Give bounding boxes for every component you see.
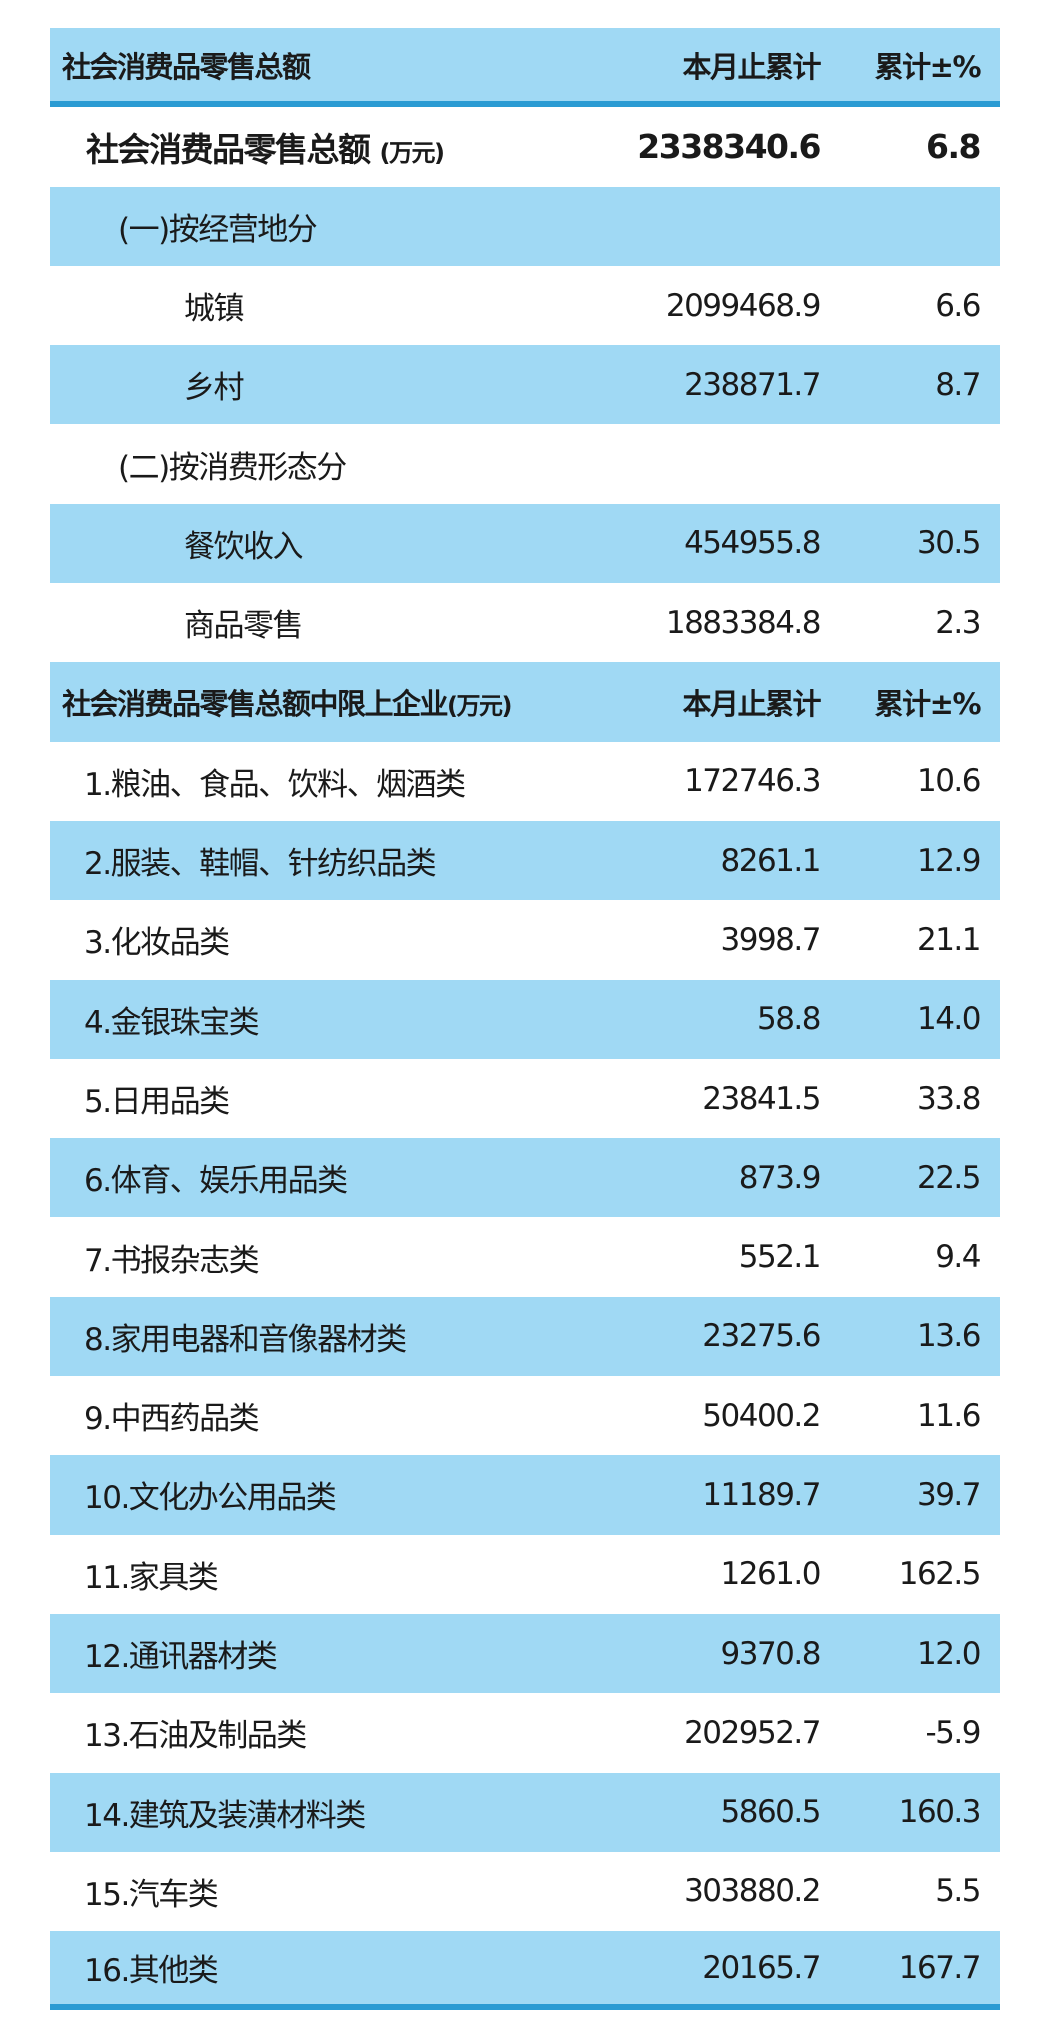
row-pct: 5.5 — [935, 1873, 981, 1910]
table-row: 6.体育、娱乐用品类 873.9 22.5 — [50, 1138, 1000, 1218]
row-value: 202952.7 — [684, 1714, 821, 1751]
total-label: 社会消费品零售总额 (万元) — [86, 129, 445, 169]
row-value: 23841.5 — [702, 1080, 821, 1117]
table-row: 11.家具类 1261.0 162.5 — [50, 1535, 1000, 1614]
section-label: (二)按消费形态分 — [118, 449, 347, 486]
row-label: 2.服装、鞋帽、针纺织品类 — [84, 846, 437, 883]
row-label: 5.日用品类 — [84, 1084, 230, 1120]
row-pct: 39.7 — [916, 1476, 982, 1513]
row-label: 商品零售 — [184, 608, 304, 645]
row-value: 1883384.8 — [665, 604, 822, 641]
table-row: 10.文化办公用品类 11189.7 39.7 — [50, 1455, 1000, 1535]
row-pct: 11.6 — [916, 1397, 982, 1434]
table-row: 1.粮油、食品、饮料、烟酒类 172746.3 10.6 — [50, 742, 1000, 821]
row-label: 1.粮油、食品、饮料、烟酒类 — [84, 766, 466, 803]
table-row: 2.服装、鞋帽、针纺织品类 8261.1 12.9 — [50, 820, 1000, 901]
total-row: 社会消费品零售总额 (万元) 2338340.6 6.8 — [50, 107, 1000, 186]
row-pct: 12.9 — [916, 842, 982, 879]
table-row: 15.汽车类 303880.2 5.5 — [50, 1852, 1000, 1931]
row-label: 11.家具类 — [84, 1559, 219, 1596]
header-col-cumulative: 本月止累计 — [682, 49, 821, 84]
row-label: 9.中西药品类 — [84, 1401, 260, 1438]
row-value: 20165.7 — [702, 1949, 821, 1986]
table-header: 社会消费品零售总额 本月止累计 累计±% — [50, 28, 1000, 108]
row-pct: 22.5 — [916, 1159, 982, 1196]
row-value: 9370.8 — [720, 1635, 822, 1672]
row-label: 16.其他类 — [84, 1953, 219, 1990]
total-value: 2338340.6 — [637, 127, 821, 167]
row-value: 3998.7 — [720, 921, 822, 958]
row-value: 873.9 — [738, 1159, 822, 1196]
table-subheader: 社会消费品零售总额中限上企业(万元) 本月止累计 累计±% — [50, 662, 1000, 742]
row-value: 50400.2 — [702, 1397, 821, 1434]
table-row: 8.家用电器和音像器材类 23275.6 13.6 — [50, 1296, 1000, 1377]
table-row: 5.日用品类 23841.5 33.8 — [50, 1059, 1000, 1138]
row-label: 12.通讯器材类 — [84, 1639, 278, 1676]
section-heading: (一)按经营地分 — [50, 186, 1000, 266]
row-pct: 162.5 — [898, 1556, 982, 1593]
row-pct: 8.7 — [935, 366, 981, 403]
row-value: 58.8 — [756, 1001, 822, 1038]
row-label: 14.建筑及装潢材料类 — [84, 1797, 366, 1834]
subheader-label: 社会消费品零售总额中限上企业(万元) — [62, 687, 512, 722]
row-value: 5860.5 — [720, 1794, 822, 1831]
row-value: 23275.6 — [702, 1318, 821, 1355]
row-value: 303880.2 — [684, 1873, 821, 1910]
table-row: 16.其他类 20165.7 167.7 — [50, 1931, 1000, 2011]
total-pct: 6.8 — [926, 127, 981, 167]
row-value: 2099468.9 — [665, 287, 822, 324]
row-value: 238871.7 — [684, 366, 821, 403]
row-label: 4.金银珠宝类 — [84, 1004, 260, 1041]
row-value: 8261.1 — [720, 842, 822, 879]
row-value: 552.1 — [738, 1239, 822, 1276]
table-row: 乡村 238871.7 8.7 — [50, 345, 1000, 425]
row-label: 城镇 — [184, 291, 245, 328]
row-value: 1261.0 — [720, 1556, 822, 1593]
row-pct: 167.7 — [898, 1949, 982, 1986]
table-row: 12.通讯器材类 9370.8 12.0 — [50, 1613, 1000, 1694]
table-row: 14.建筑及装潢材料类 5860.5 160.3 — [50, 1772, 1000, 1852]
row-pct: 14.0 — [916, 1001, 982, 1038]
row-value: 454955.8 — [684, 525, 821, 562]
table-row: 餐饮收入 454955.8 30.5 — [50, 503, 1000, 584]
table-row: 13.石油及制品类 202952.7 -5.9 — [50, 1693, 1000, 1772]
table-row: 7.书报杂志类 552.1 9.4 — [50, 1217, 1000, 1296]
section-label: (一)按经营地分 — [118, 211, 318, 248]
row-pct: 33.8 — [916, 1080, 982, 1117]
row-label: 15.汽车类 — [84, 1876, 219, 1913]
row-label: 餐饮收入 — [184, 528, 304, 565]
table-row: 商品零售 1883384.8 2.3 — [50, 583, 1000, 662]
subheader-col-pct: 累计±% — [874, 687, 982, 722]
row-label: 13.石油及制品类 — [84, 1718, 307, 1755]
table-row: 3.化妆品类 3998.7 21.1 — [50, 900, 1000, 979]
row-pct: -5.9 — [925, 1714, 982, 1751]
row-pct: 13.6 — [916, 1318, 982, 1355]
subheader-col-cumulative: 本月止累计 — [682, 687, 821, 722]
retail-sales-table: 社会消费品零售总额 本月止累计 累计±% 社会消费品零售总额 (万元) 23383… — [50, 28, 1000, 2011]
section-heading: (二)按消费形态分 — [50, 424, 1000, 503]
header-col-pct: 累计±% — [874, 49, 982, 84]
header-label: 社会消费品零售总额 — [62, 49, 311, 84]
row-label: 6.体育、娱乐用品类 — [84, 1163, 348, 1200]
row-label: 7.书报杂志类 — [84, 1242, 260, 1279]
row-pct: 2.3 — [935, 604, 981, 641]
row-pct: 9.4 — [935, 1239, 981, 1276]
row-pct: 160.3 — [898, 1794, 982, 1831]
row-label: 8.家用电器和音像器材类 — [84, 1321, 407, 1358]
row-pct: 10.6 — [916, 763, 982, 800]
table-row: 9.中西药品类 50400.2 11.6 — [50, 1376, 1000, 1455]
row-pct: 12.0 — [916, 1635, 982, 1672]
row-label: 10.文化办公用品类 — [84, 1480, 337, 1517]
row-label: 乡村 — [184, 370, 245, 407]
row-pct: 30.5 — [916, 525, 982, 562]
row-value: 11189.7 — [702, 1476, 821, 1513]
table-row: 4.金银珠宝类 58.8 14.0 — [50, 979, 1000, 1059]
row-value: 172746.3 — [684, 763, 821, 800]
row-pct: 6.6 — [935, 287, 981, 324]
table-row: 城镇 2099468.9 6.6 — [50, 266, 1000, 345]
row-label: 3.化妆品类 — [84, 925, 230, 962]
row-pct: 21.1 — [916, 921, 982, 958]
